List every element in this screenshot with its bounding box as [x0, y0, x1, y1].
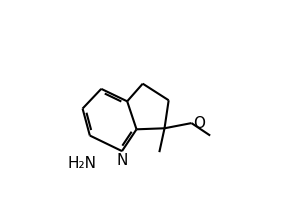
Text: N: N [116, 153, 128, 168]
Text: O: O [193, 116, 205, 131]
Text: H₂N: H₂N [67, 156, 96, 171]
